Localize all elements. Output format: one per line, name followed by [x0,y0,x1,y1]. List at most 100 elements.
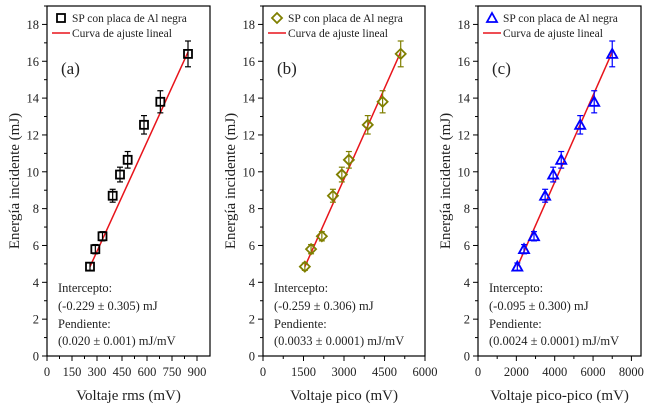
data-point [90,243,101,255]
y-tick-label: 14 [458,92,471,106]
x-tick-label: 0 [475,365,481,379]
fit-annotation: Intercepto: (-0.229 ± 0.305) mJ Pendiente:… [58,281,176,348]
data-point [517,242,531,255]
y-tick-label: 14 [27,92,40,106]
legend-marker [485,11,499,23]
data-point [605,40,619,68]
data-marker [342,153,356,167]
annotation-line: (0.0024 ± 0.0001) mJ/mV [489,334,619,348]
y-tick-label: 8 [249,202,255,216]
y-tick-label: 10 [243,165,256,179]
data-point [183,40,193,68]
y-tick-label: 2 [249,313,255,327]
data-marker [517,242,531,255]
y-tick-label: 18 [27,18,40,32]
y-tick-label: 0 [464,350,470,364]
x-axis-title: Voltaje rms (mV) [76,388,181,404]
data-point [139,115,149,135]
data-point [361,115,375,135]
data-point [510,259,524,272]
x-tick-label: 300 [88,365,107,379]
data-point [85,261,95,272]
x-tick-label: 4500 [372,365,397,379]
data-marker [554,152,568,165]
data-marker [155,96,166,107]
data-marker [376,95,389,109]
data-point [573,115,587,135]
plot-frame [46,5,211,357]
data-marker [538,188,552,201]
data-marker [546,167,560,180]
y-tick-label: 10 [27,165,40,179]
data-marker [573,117,587,130]
data-point [394,40,407,68]
y-tick-label: 14 [243,92,256,106]
data-point [527,229,541,242]
fit-line [89,51,189,267]
panel-label: (c) [492,59,511,78]
x-axis-title: Voltaje pico (mV) [290,388,398,404]
y-tick-label: 16 [27,55,40,69]
legend-label-fit: Curva de ajuste lineal [288,28,388,40]
data-point [342,150,356,169]
data-marker [394,47,407,61]
data-point [304,242,318,256]
y-tick-label: 6 [464,239,470,253]
data-marker [85,261,95,272]
data-marker [527,229,541,242]
data-marker [90,244,101,255]
y-tick-label: 10 [458,165,471,179]
annotation-line: (-0.095 ± 0.300) mJ [489,299,589,313]
legend-label-series: SP con placa de Al negra [503,13,618,25]
annotation-line: Pendiente: [58,317,111,331]
y-tick-label: 6 [33,239,39,253]
data-marker [605,47,619,59]
annotation-line: Pendiente: [489,317,542,331]
data-marker [139,119,149,130]
x-tick-label: 3000 [332,365,357,379]
data-marker [326,189,340,203]
y-tick-label: 2 [33,313,39,327]
data-marker [315,229,329,243]
y-tick-label: 4 [464,276,471,290]
y-tick-label: 16 [243,55,256,69]
y-tick-label: 8 [464,202,470,216]
chart-panel-b: 0 2 4 6 8 10 12 14 16 18 0 1500 3000 4500 6000 Voltaje … [223,5,438,404]
data-marker [107,190,118,201]
fit-annotation: Intercepto: (-0.095 ± 0.300) mJ Pendiente:… [489,281,619,348]
annotation-line: Intercepto: [274,281,328,295]
data-marker [304,242,318,256]
data-marker [361,118,375,132]
x-tick-label: 6000 [413,365,438,379]
y-tick-label: 8 [33,202,39,216]
x-tick-label: 1500 [291,365,316,379]
data-marker [587,94,601,107]
x-tick-label: 2000 [504,365,529,379]
x-tick-label: 150 [63,365,82,379]
legend: SP con placa de Al negra Curva de ajuste … [52,13,187,40]
legend: SP con placa de Al negra Curva de ajuste … [268,11,403,40]
data-point [315,229,329,243]
data-point [155,90,166,114]
data-marker [510,259,524,272]
x-tick-label: 4000 [542,365,567,379]
y-tick-label: 0 [249,350,255,364]
data-point [546,166,560,183]
data-point [115,166,125,183]
legend-label-fit: Curva de ajuste lineal [503,28,603,40]
data-marker [97,231,108,242]
data-marker [183,48,193,59]
panel-label: (a) [61,59,80,78]
data-point [335,166,349,183]
chart-panel-a: 0 2 4 6 8 10 12 14 16 18 0 150 300 450 600 750 900 Voltaj… [7,5,211,404]
x-tick-label: 8000 [619,365,644,379]
x-tick-label: 600 [138,365,157,379]
x-tick-label: 750 [163,365,182,379]
data-marker [122,154,133,165]
x-tick-label: 6000 [581,365,606,379]
x-tick-label: 450 [113,365,132,379]
data-point [376,90,389,114]
y-tick-label: 4 [249,276,256,290]
y-tick-label: 4 [33,276,40,290]
